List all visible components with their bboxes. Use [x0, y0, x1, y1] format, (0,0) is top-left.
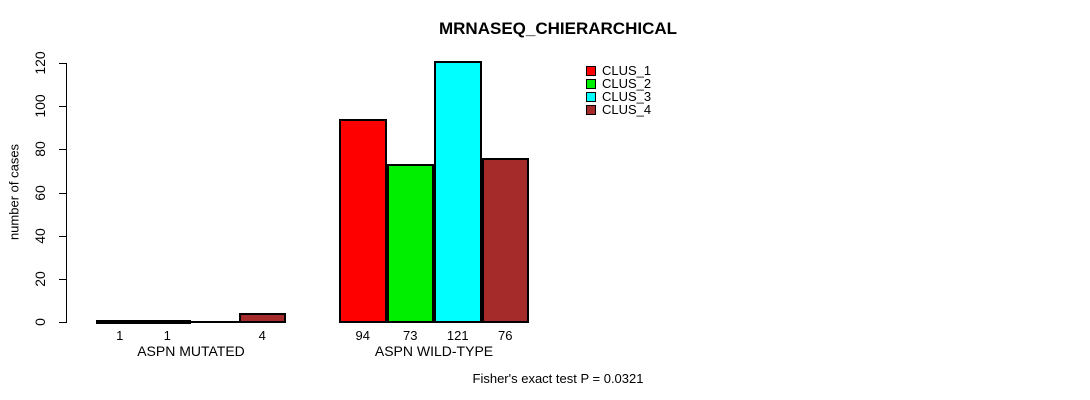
- legend-item: CLUS_4: [586, 103, 651, 116]
- bar-value-label: 4: [258, 328, 266, 343]
- legend-label: CLUS_3: [602, 89, 652, 104]
- y-tick-label: 80: [32, 141, 48, 157]
- bar-value-label: 73: [403, 328, 418, 343]
- legend-label: CLUS_4: [602, 102, 652, 117]
- bar-value-label: 76: [498, 328, 513, 343]
- bar-clus_3: [191, 321, 239, 323]
- bar-clus_2: [386, 164, 434, 323]
- y-tick-label: 0: [32, 318, 48, 326]
- y-tick-mark: [59, 106, 66, 107]
- legend-swatch-icon: [586, 65, 596, 76]
- legend-label: CLUS_1: [602, 63, 652, 78]
- y-tick-label: 20: [32, 271, 48, 287]
- y-tick-label: 40: [32, 228, 48, 244]
- y-tick-mark: [59, 63, 66, 64]
- bar-clus_3: [434, 61, 482, 323]
- y-tick-label: 100: [32, 94, 48, 118]
- statistical-test-annotation: Fisher's exact test P = 0.0321: [472, 371, 644, 386]
- bar-clus_4: [481, 158, 529, 323]
- x-category-label: ASPN WILD-TYPE: [374, 343, 494, 359]
- y-tick-mark: [59, 279, 66, 280]
- y-tick-label: 60: [32, 185, 48, 201]
- x-category-label: ASPN MUTATED: [137, 343, 245, 359]
- y-tick-label: 120: [32, 51, 48, 75]
- legend-swatch-icon: [586, 104, 596, 115]
- y-axis-title: number of cases: [6, 143, 22, 241]
- bar-value-label: 121: [446, 328, 469, 343]
- y-tick-mark: [59, 322, 66, 323]
- bar-value-label: 1: [163, 328, 171, 343]
- y-axis-line: [66, 63, 67, 323]
- legend-label: CLUS_2: [602, 76, 652, 91]
- legend-item: CLUS_1: [586, 64, 651, 77]
- y-tick-mark: [59, 236, 66, 237]
- legend-item: CLUS_2: [586, 77, 651, 90]
- bar-clus_1: [339, 119, 387, 323]
- legend-swatch-icon: [586, 91, 596, 102]
- y-tick-mark: [59, 193, 66, 194]
- legend-item: CLUS_3: [586, 90, 651, 103]
- chart-title: MRNASEQ_CHIERARCHICAL: [438, 19, 678, 38]
- bar-value-label: 1: [116, 328, 124, 343]
- bar-clus_2: [143, 320, 191, 324]
- bar-clus_1: [96, 320, 144, 324]
- legend: CLUS_1 CLUS_2 CLUS_3 CLUS_4: [586, 64, 651, 116]
- bar-value-label: 94: [355, 328, 370, 343]
- legend-swatch-icon: [586, 78, 596, 89]
- bar-clus_4: [238, 313, 286, 323]
- y-tick-mark: [59, 149, 66, 150]
